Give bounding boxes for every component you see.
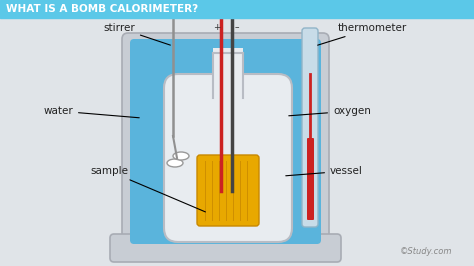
- FancyBboxPatch shape: [130, 39, 321, 244]
- FancyBboxPatch shape: [302, 28, 318, 227]
- FancyBboxPatch shape: [197, 155, 259, 226]
- Text: thermometer: thermometer: [318, 23, 407, 45]
- Text: sample: sample: [90, 166, 205, 212]
- FancyBboxPatch shape: [122, 33, 329, 250]
- FancyBboxPatch shape: [164, 74, 292, 242]
- Bar: [0, 0, 474, 18]
- Ellipse shape: [167, 159, 183, 167]
- Text: ©Study.com: ©Study.com: [400, 247, 453, 256]
- Ellipse shape: [173, 152, 189, 160]
- Text: –: –: [235, 23, 239, 32]
- Text: WHAT IS A BOMB CALORIMETER?: WHAT IS A BOMB CALORIMETER?: [6, 4, 198, 14]
- Text: water: water: [43, 106, 139, 118]
- Text: stirrer: stirrer: [103, 23, 170, 45]
- Bar: [213, 48, 243, 98]
- Text: +: +: [213, 23, 221, 32]
- FancyBboxPatch shape: [307, 138, 314, 220]
- Text: oxygen: oxygen: [289, 106, 371, 116]
- Text: vessel: vessel: [286, 166, 363, 176]
- FancyBboxPatch shape: [110, 234, 341, 262]
